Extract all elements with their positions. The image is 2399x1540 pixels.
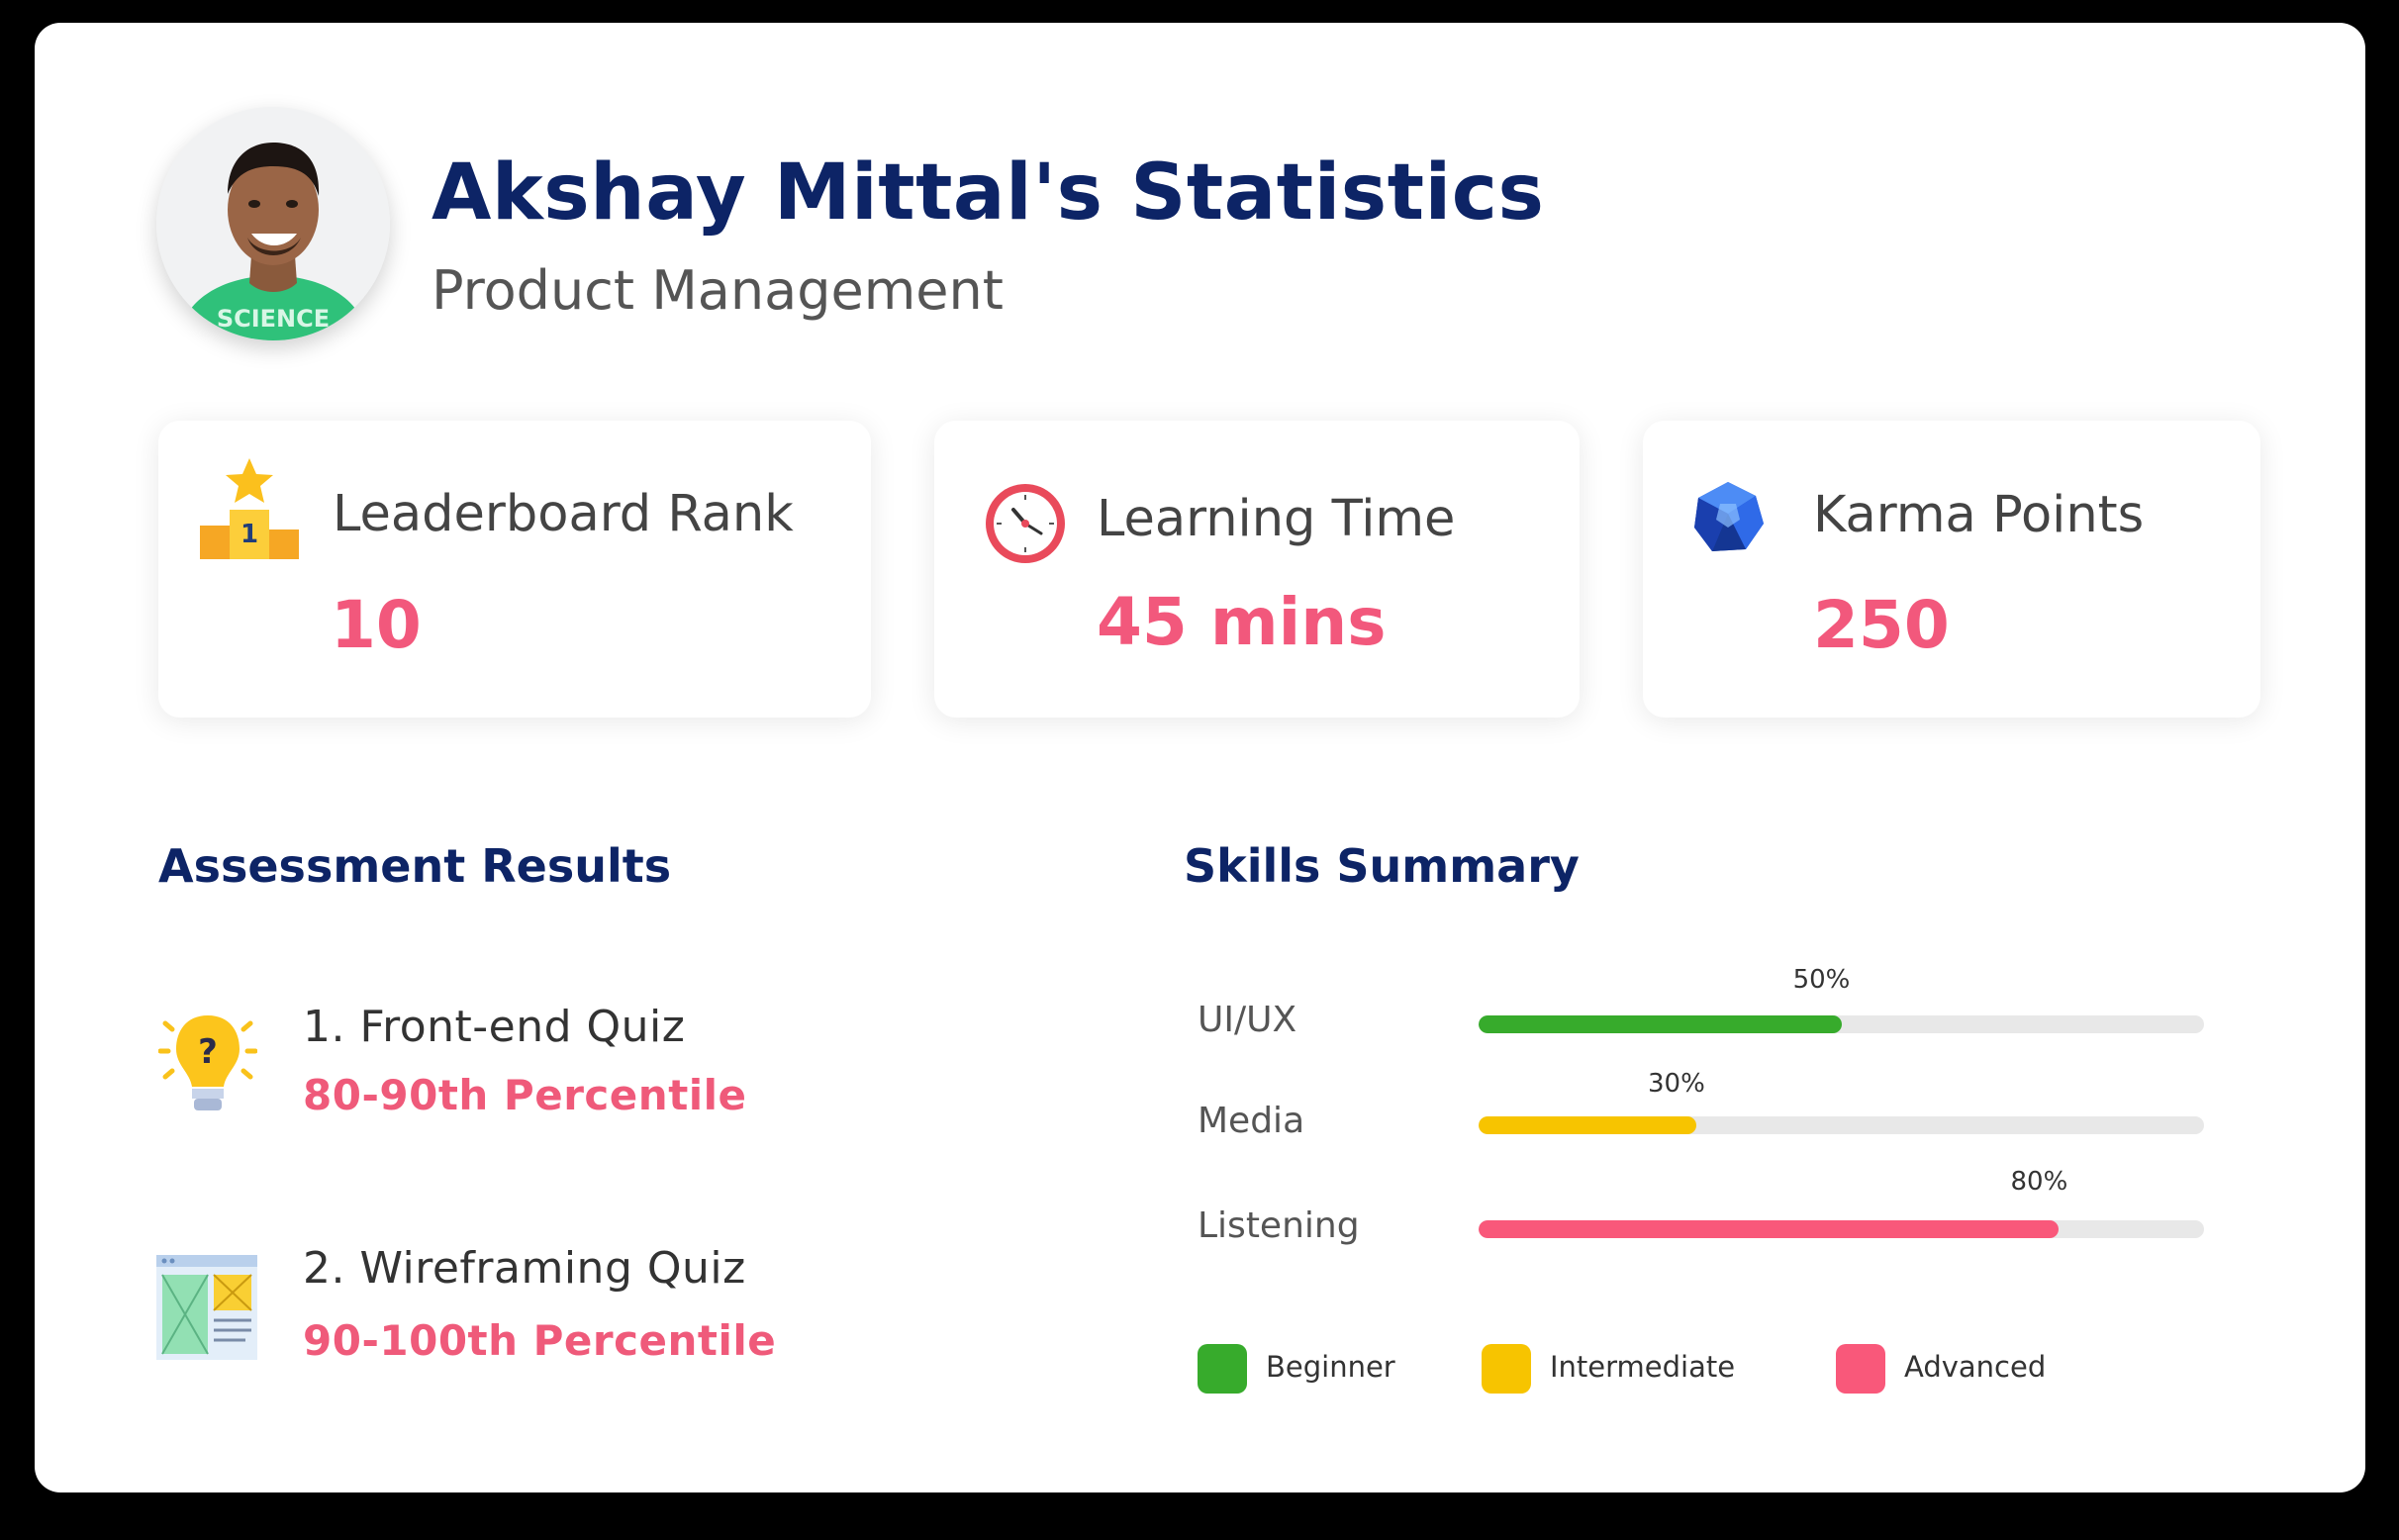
quiz-name: 1. Front-end Quiz — [303, 1002, 686, 1052]
clock-icon — [984, 482, 1067, 565]
stat-value: 45 mins — [1097, 584, 1387, 660]
legend-swatch-intermediate — [1482, 1344, 1531, 1394]
stat-card-leaderboard-rank: 1 Leaderboard Rank 10 — [158, 421, 871, 718]
skill-label: Media — [1198, 1101, 1305, 1141]
lightbulb-icon: ? — [157, 1011, 258, 1114]
skill-bar-fill — [1479, 1116, 1696, 1134]
skill-bar-fill — [1479, 1220, 2060, 1238]
skill-label: Listening — [1198, 1205, 1360, 1246]
avatar: SCIENCE — [156, 107, 390, 340]
svg-text:?: ? — [198, 1032, 218, 1072]
skill-bar — [1479, 1220, 2204, 1238]
podium-icon: 1 — [200, 456, 299, 559]
skill-percent: 50% — [1792, 965, 1851, 995]
gem-icon — [1690, 480, 1766, 555]
legend-label: Beginner — [1266, 1350, 1395, 1384]
page-subtitle: Product Management — [432, 259, 1004, 322]
stat-label: Leaderboard Rank — [333, 485, 794, 543]
stat-label: Karma Points — [1813, 486, 2145, 544]
profile-photo: SCIENCE — [156, 107, 390, 340]
svg-text:1: 1 — [240, 520, 258, 549]
skill-percent: 80% — [2010, 1167, 2068, 1197]
quiz-name: 2. Wireframing Quiz — [303, 1243, 746, 1294]
legend-label: Intermediate — [1550, 1350, 1736, 1384]
skill-bar — [1479, 1116, 2204, 1134]
legend-label: Advanced — [1904, 1350, 2047, 1384]
shirt-text: SCIENCE — [217, 305, 330, 333]
stat-card-karma-points: Karma Points 250 — [1643, 421, 2260, 718]
stat-value: 250 — [1813, 587, 1950, 663]
stat-label: Learning Time — [1097, 490, 1456, 548]
quiz-percentile: 80-90th Percentile — [303, 1071, 747, 1119]
legend-swatch-advanced — [1836, 1344, 1885, 1394]
skill-bar — [1479, 1015, 2204, 1033]
quiz-percentile: 90-100th Percentile — [303, 1316, 777, 1365]
page-title: Akshay Mittal's Statistics — [432, 148, 1545, 238]
skill-bar-fill — [1479, 1015, 1842, 1033]
wireframe-icon — [156, 1255, 257, 1360]
stat-value: 10 — [331, 587, 422, 663]
skill-percent: 30% — [1647, 1069, 1705, 1099]
statistics-card — [35, 23, 2365, 1492]
skills-summary-title: Skills Summary — [1184, 839, 1580, 893]
skill-label: UI/UX — [1198, 1000, 1297, 1040]
assessment-results-title: Assessment Results — [158, 839, 672, 893]
legend-swatch-beginner — [1198, 1344, 1247, 1394]
stat-card-learning-time: Learning Time 45 mins — [934, 421, 1580, 718]
